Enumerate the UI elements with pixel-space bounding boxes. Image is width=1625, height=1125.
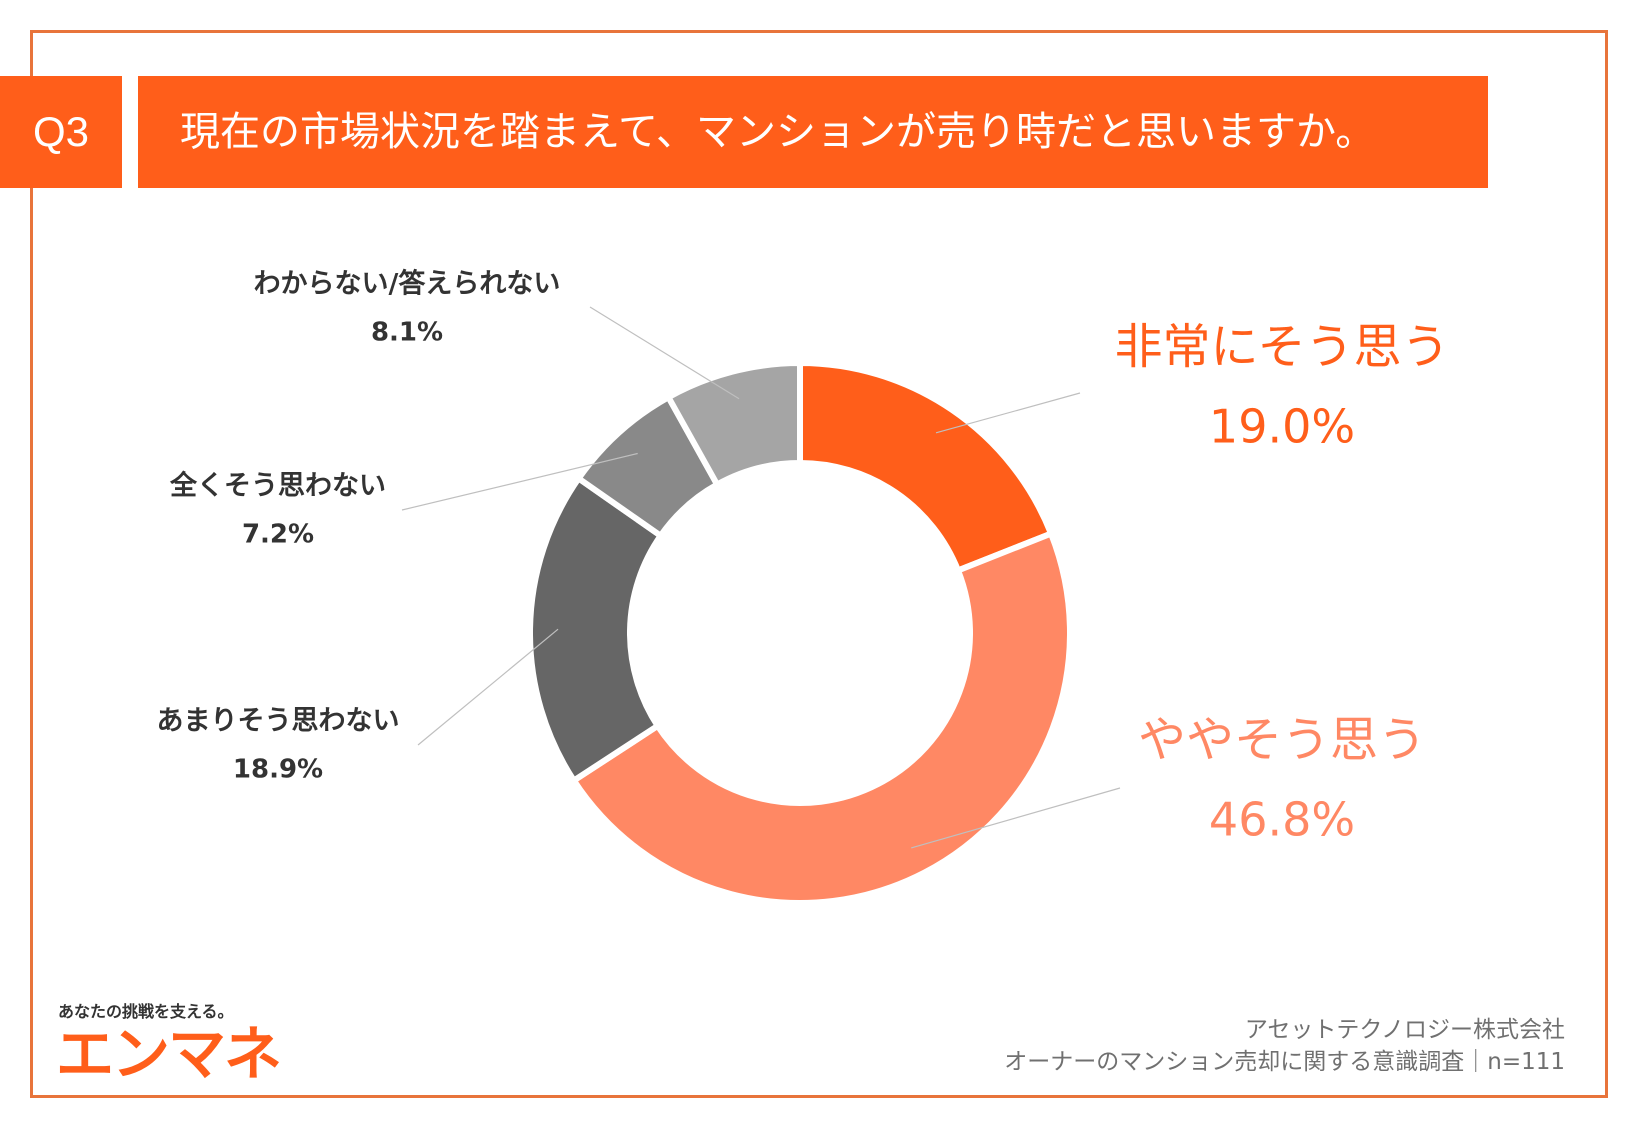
leader-line-not-at-all-agree: [401, 452, 638, 511]
leader-line-strongly-agree: [935, 392, 1081, 434]
slice-label-dont-know: わからない/答えられない: [254, 268, 561, 300]
question-title: 現在の市場状況を踏まえて、マンションが売り時だと思いますか。: [138, 76, 1488, 188]
slice-label-somewhat-agree: ややそう思う: [1138, 712, 1426, 768]
slice-label-strongly-agree: 非常にそう思う: [1114, 319, 1449, 375]
content-frame: [30, 30, 1608, 1098]
slice-label-not-at-all-agree: 全くそう思わない: [169, 470, 386, 502]
footer-company: アセットテクノロジー株式会社: [1244, 1017, 1565, 1043]
donut-slice-not-really-agree: [527, 474, 665, 785]
leader-line-somewhat-agree: [911, 787, 1121, 849]
question-number-badge: Q3: [0, 76, 122, 188]
slice-label-not-really-agree: あまりそう思わない: [157, 706, 400, 737]
brand-logo: エンマネ: [56, 1020, 282, 1088]
leader-line-dont-know: [589, 306, 740, 400]
footer-survey: オーナーのマンション売却に関する意識調査｜n=111: [1004, 1049, 1565, 1075]
donut-slice-strongly-agree: [797, 359, 1055, 575]
leader-line-not-really-agree: [417, 628, 559, 746]
slice-value-not-at-all-agree: 7.2%: [242, 520, 314, 550]
slice-value-dont-know: 8.1%: [371, 318, 443, 348]
slice-value-strongly-agree: 19.0%: [1209, 400, 1355, 454]
donut-slice-somewhat-agree: [569, 529, 1073, 906]
donut-slice-dont-know: [664, 359, 803, 489]
slice-value-not-really-agree: 18.9%: [233, 755, 323, 785]
brand-tagline: あなたの挑戦を支える。: [58, 1002, 234, 1021]
slice-value-somewhat-agree: 46.8%: [1209, 793, 1355, 847]
